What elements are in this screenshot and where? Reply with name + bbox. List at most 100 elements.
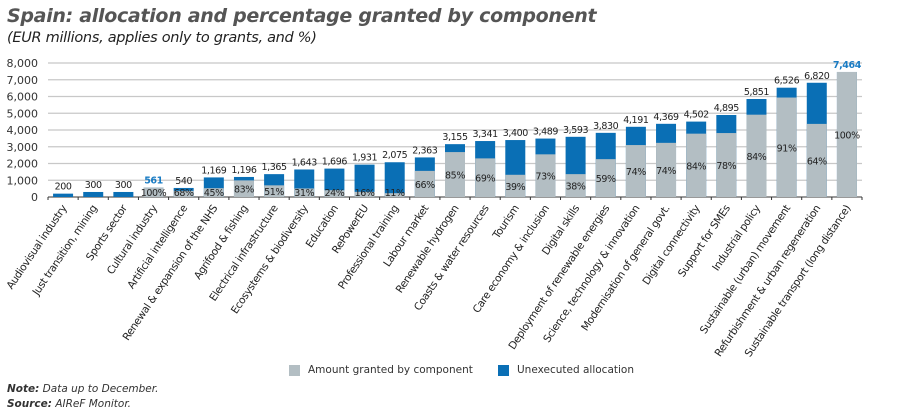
total-label: 4,502 xyxy=(684,110,710,121)
bar-granted xyxy=(143,187,164,197)
total-label: 2,075 xyxy=(382,150,408,161)
percent-label: 100% xyxy=(141,188,167,199)
percent-label: 16% xyxy=(355,188,375,199)
bar-unexecuted xyxy=(83,191,104,197)
bar-granted xyxy=(475,158,496,197)
y-tick-label: 0 xyxy=(31,191,38,204)
total-label: 300 xyxy=(115,180,132,191)
bar-granted xyxy=(233,180,254,197)
legend-granted: Amount granted by component xyxy=(289,364,473,376)
total-label: 5,851 xyxy=(744,87,770,98)
bar-granted xyxy=(264,185,285,197)
bar-granted xyxy=(445,152,465,197)
total-label: 200 xyxy=(55,182,72,193)
source-label: Source: xyxy=(7,398,52,410)
bar-unexecuted xyxy=(324,168,345,197)
bar-granted xyxy=(595,159,616,197)
y-tick-label: 7,000 xyxy=(7,74,39,87)
bar-granted xyxy=(505,174,526,197)
bar-granted xyxy=(173,190,194,197)
total-label: 7,464 xyxy=(833,60,862,71)
source-text: AIReF Monitor. xyxy=(51,398,132,410)
bar-granted xyxy=(806,123,827,197)
percent-label: 24% xyxy=(324,188,344,199)
percent-label: 74% xyxy=(656,166,676,177)
total-label: 3,593 xyxy=(563,125,589,136)
bar-granted xyxy=(565,174,586,197)
legend-label-unexecuted: Unexecuted allocation xyxy=(517,364,634,376)
bar-granted xyxy=(656,142,677,197)
category-label: Tourism xyxy=(490,203,522,242)
bar-granted xyxy=(776,97,797,197)
bar-unexecuted xyxy=(354,164,375,197)
percent-label: 51% xyxy=(264,187,284,198)
total-label: 2,363 xyxy=(412,145,438,156)
percent-label: 38% xyxy=(566,182,586,193)
bar-granted xyxy=(414,170,435,197)
y-tick-label: 3,000 xyxy=(7,141,39,154)
total-label: 300 xyxy=(85,180,102,191)
percent-label: 73% xyxy=(535,172,555,183)
total-label: 1,931 xyxy=(352,153,378,164)
note: Note: Data up to December. xyxy=(7,383,158,395)
legend-label-granted: Amount granted by component xyxy=(308,364,473,376)
note-text: Data up to December. xyxy=(39,383,159,395)
bar-granted xyxy=(354,191,375,197)
total-label: 561 xyxy=(144,176,163,187)
legend-swatch-granted xyxy=(289,364,300,376)
y-tick-label: 6,000 xyxy=(7,91,39,104)
bar-granted xyxy=(384,193,405,197)
percent-label: 74% xyxy=(626,167,646,178)
total-label: 3,489 xyxy=(533,127,559,138)
percent-label: 83% xyxy=(234,185,254,196)
total-label: 1,169 xyxy=(201,165,227,176)
total-label: 4,191 xyxy=(623,115,649,126)
bar-granted xyxy=(535,154,556,197)
percent-label: 84% xyxy=(747,152,767,163)
bar-unexecuted xyxy=(113,191,134,197)
percent-label: 39% xyxy=(505,182,525,193)
source: Source: AIReF Monitor. xyxy=(7,398,131,410)
y-tick-label: 8,000 xyxy=(7,57,39,70)
total-label: 4,895 xyxy=(714,103,740,114)
percent-label: 69% xyxy=(475,174,495,185)
total-label: 3,830 xyxy=(593,121,619,132)
total-label: 1,365 xyxy=(262,162,288,173)
bar-granted xyxy=(625,145,646,197)
percent-label: 100% xyxy=(834,130,860,141)
percent-label: 68% xyxy=(174,188,194,199)
total-label: 3,155 xyxy=(442,132,468,143)
legend-unexecuted: Unexecuted allocation xyxy=(498,364,634,376)
bar-granted xyxy=(294,188,315,197)
category-label: Agrifood & fishing xyxy=(192,203,251,282)
chart-title: Spain: allocation and percentage granted… xyxy=(7,5,597,27)
bar-granted xyxy=(716,133,737,197)
bar-granted xyxy=(836,71,857,197)
percent-label: 85% xyxy=(445,171,465,182)
percent-label: 84% xyxy=(686,161,706,172)
percent-label: 91% xyxy=(777,143,797,154)
total-label: 6,526 xyxy=(774,76,800,87)
total-label: 3,341 xyxy=(473,129,499,140)
bar-unexecuted xyxy=(384,162,405,197)
chart-subtitle: (EUR millions, applies only to grants, a… xyxy=(7,30,317,46)
total-label: 1,696 xyxy=(322,157,348,168)
bar-unexecuted xyxy=(53,193,74,197)
y-tick-label: 5,000 xyxy=(7,107,39,120)
total-label: 6,820 xyxy=(804,71,830,82)
bar-granted xyxy=(686,133,707,197)
bar-granted xyxy=(203,188,224,197)
y-tick-label: 2,000 xyxy=(7,158,39,171)
total-label: 3,400 xyxy=(503,128,529,139)
note-label: Note: xyxy=(7,383,40,395)
total-label: 4,369 xyxy=(653,112,679,123)
total-label: 1,196 xyxy=(231,165,257,176)
percent-label: 64% xyxy=(807,156,827,167)
percent-label: 66% xyxy=(415,180,435,191)
y-tick-label: 4,000 xyxy=(7,124,39,137)
percent-label: 11% xyxy=(385,188,405,199)
bar-granted xyxy=(324,190,345,197)
bar-granted xyxy=(746,114,767,197)
total-label: 1,643 xyxy=(292,157,318,168)
